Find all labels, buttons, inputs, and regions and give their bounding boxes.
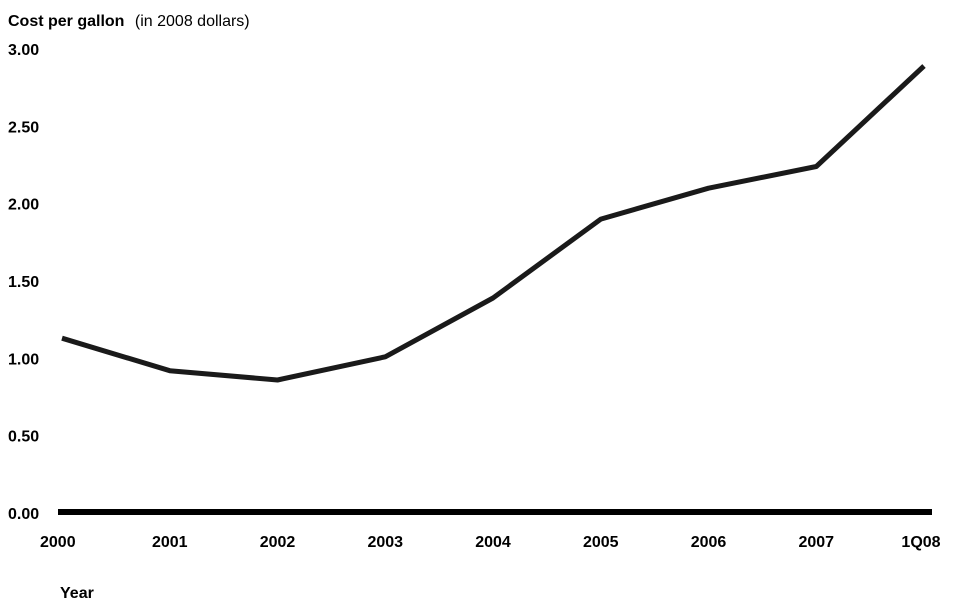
chart-title-main: Cost per gallon [8,13,124,30]
y-tick-label: 0.50 [8,429,39,446]
x-tick-label: 2000 [40,534,76,551]
y-tick-label: 2.00 [8,197,39,214]
y-tick-label: 1.50 [8,274,39,291]
x-tick-label: 2006 [691,534,727,551]
y-tick-label: 0.00 [8,506,39,523]
x-tick-label: 2007 [798,534,834,551]
x-tick-label: 2005 [583,534,619,551]
chart-title-unit: (in 2008 dollars) [135,13,250,30]
x-axis-label: Year [60,585,94,602]
x-tick-label: 2003 [367,534,403,551]
y-tick-label: 3.00 [8,42,39,59]
series-line [61,64,926,383]
y-tick-label: 2.50 [8,119,39,136]
y-axis-ticks: 0.00 0.50 1.00 1.50 2.00 2.50 3.00 [8,42,39,523]
x-tick-label: 2004 [475,534,511,551]
chart-title: Cost per gallon (in 2008 dollars) [8,13,250,30]
x-tick-label: 2002 [260,534,296,551]
x-axis-ticks: 2000 2001 2002 2003 2004 2005 2006 2007 1Q08 [40,534,941,551]
y-tick-label: 1.00 [8,351,39,368]
x-tick-label: 2001 [152,534,188,551]
x-tick-label: 1Q08 [901,534,940,551]
series-layer [61,64,926,383]
